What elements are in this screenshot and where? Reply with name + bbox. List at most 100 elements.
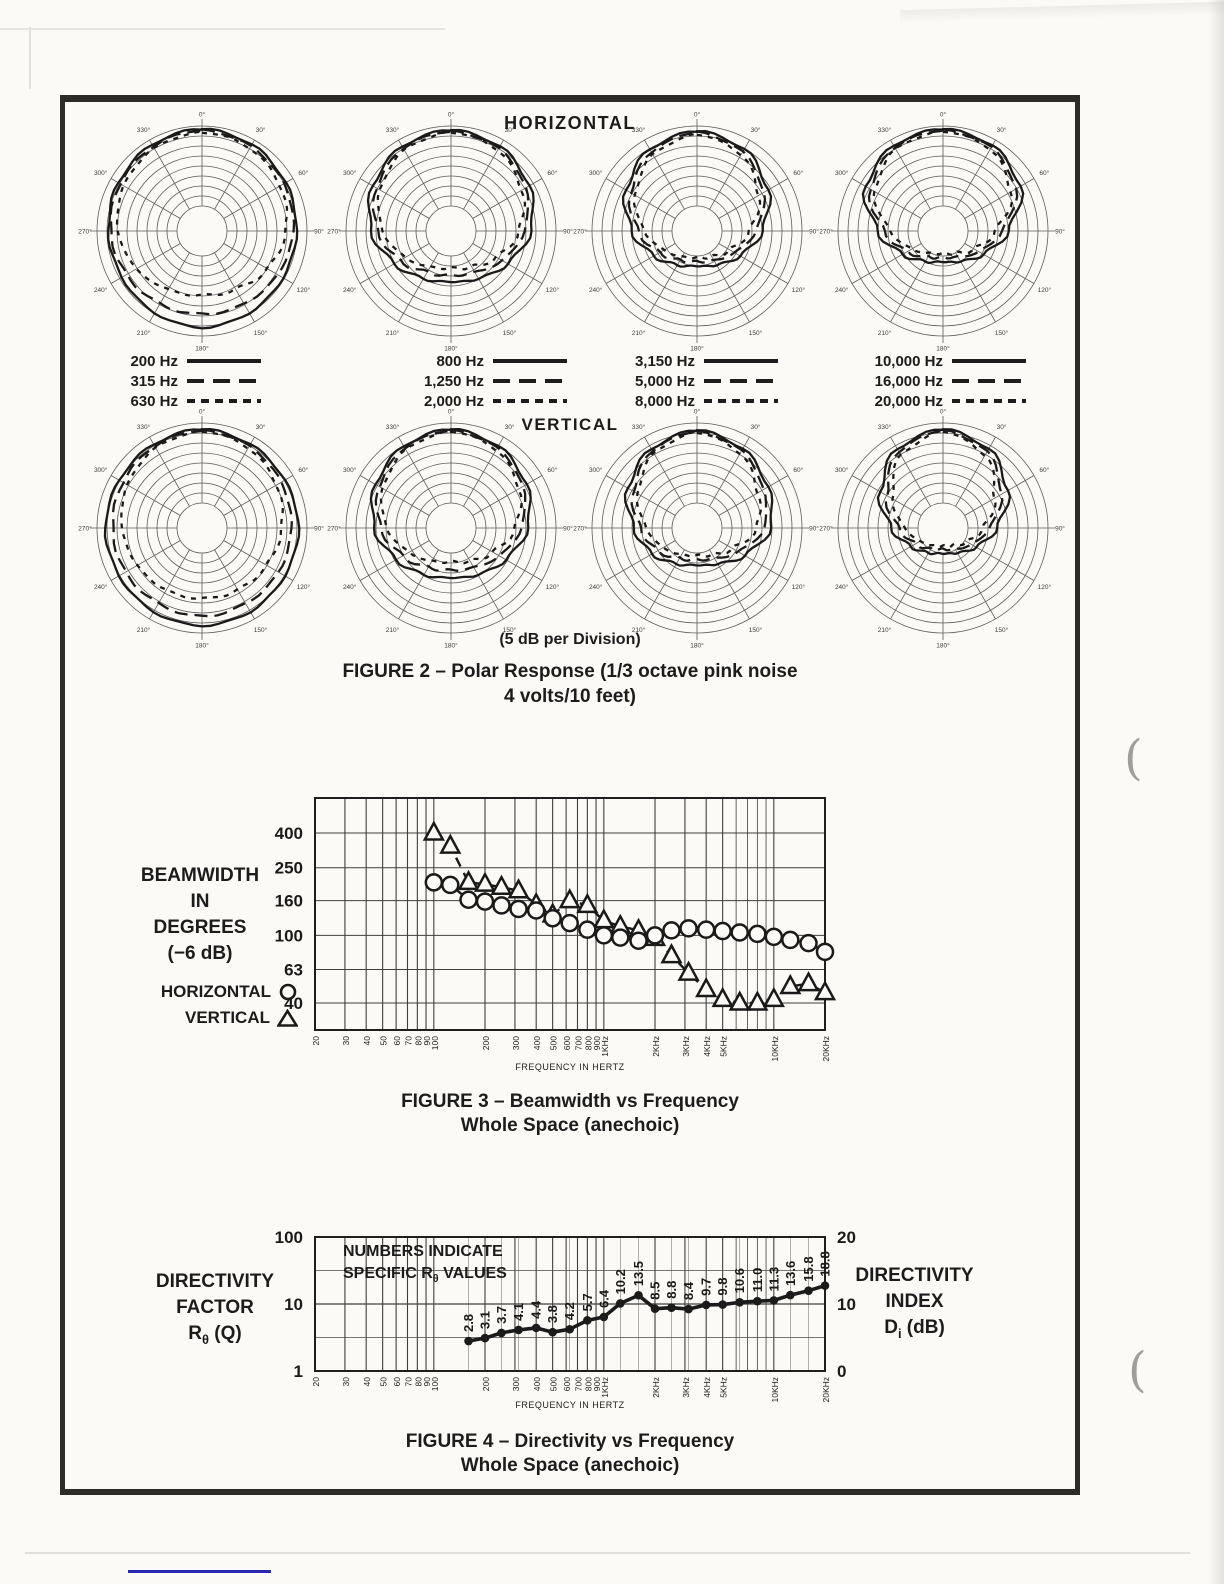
polar-plot-horizontal-2: 0° 30° 60° 90° 120° 150° 180° 210° 240° 270° 300° 3…	[326, 106, 576, 356]
figure4-note: NUMBERS INDICATE SPECIFIC Rθ VALUES	[343, 1241, 507, 1290]
polar-angle-label: 120°	[297, 583, 311, 591]
polar-plot-horizontal-3-svg: 0° 30° 60° 90° 120° 150° 180° 210° 240° 270° 300° 3…	[573, 111, 819, 353]
polar-angle-label: 300°	[589, 466, 603, 474]
polar-angle-label: 120°	[1038, 583, 1052, 591]
figure4-rtheta-value-label: 13.6	[783, 1261, 798, 1286]
figure4-rtheta-value-label: 8.5	[648, 1282, 663, 1300]
figure4-xtick-label: 4KHz	[702, 1377, 712, 1398]
figure3-xtick-label: 60	[392, 1036, 402, 1046]
polar-response-curve	[861, 127, 1025, 264]
circle-marker	[713, 921, 732, 941]
figure4-rtheta-value-label: 4.4	[529, 1300, 544, 1319]
legend-item: 800 Hz	[392, 351, 567, 371]
polar-plot-vertical-1: 0° 30° 60° 90° 120° 150° 180° 210° 240° 270° 300° 3…	[77, 403, 327, 653]
theta-subscript: θ	[202, 1331, 209, 1347]
figure4-xtick-label: 600	[562, 1377, 572, 1391]
figure2-caption-line1: FIGURE 2 – Polar Response (1/3 octave pi…	[342, 661, 798, 682]
figure4-left-axis-label: DIRECTIVITY FACTOR Rθ (Q)	[110, 1269, 320, 1353]
triangle-marker	[762, 986, 785, 1008]
circle-marker	[748, 924, 767, 944]
polar-angle-label: 90°	[314, 228, 324, 236]
legend-item: 8,000 Hz	[600, 391, 778, 411]
polar-angle-label: 330°	[386, 423, 400, 431]
polar-angle-label: 330°	[878, 126, 892, 134]
polar-angle-label: 150°	[749, 329, 763, 337]
figure3-xtick-label: 20KHz	[821, 1036, 831, 1062]
legend-item: 2,000 Hz	[392, 391, 567, 411]
circle-marker	[611, 928, 630, 947]
figure3-xtick-label: 900	[592, 1036, 602, 1050]
polar-angle-label: 30°	[751, 423, 761, 431]
polar-angle-label: 120°	[792, 583, 806, 591]
figure3-legend-horizontal: HORIZONTAL	[60, 979, 298, 1005]
triangle-marker	[541, 902, 564, 923]
figure4-rtheta-value-label: 4.2	[562, 1302, 577, 1320]
figure3-xtick-label: 800	[583, 1036, 593, 1050]
page-curl-mark-lower: (	[1128, 1342, 1147, 1398]
polar-response-curve	[371, 129, 530, 278]
circle-marker	[764, 927, 784, 947]
triangle-marker	[711, 986, 734, 1008]
figure3-xtick-label: 400	[532, 1036, 542, 1050]
legend-line-solid-icon	[952, 359, 1026, 363]
polar-grid: 0° 30° 60° 90° 120° 150° 180° 210° 240° 270° 300° 3…	[573, 111, 819, 353]
figure2-caption-line2: 4 volts/10 feet)	[504, 686, 636, 707]
dot-marker	[464, 1336, 473, 1346]
polar-angle-label: 180°	[195, 642, 209, 650]
dot-marker	[514, 1325, 523, 1335]
polar-response-curve	[623, 429, 774, 567]
figure3-xtick-label: 2KHz	[651, 1036, 661, 1057]
legend-frequency-label: 8,000 Hz	[634, 392, 695, 410]
polar-response-curve	[115, 130, 289, 297]
polar-plot-vertical-4-svg: 0° 30° 60° 90° 120° 150° 180° 210° 240° 270° 300° 3…	[819, 408, 1065, 650]
polar-plot-horizontal-4-svg: 0° 30° 60° 90° 120° 150° 180° 210° 240° 270° 300° 3…	[819, 111, 1065, 353]
dot-marker	[615, 1299, 625, 1308]
figure4-right-label-line2: INDEX	[885, 1291, 944, 1312]
triangle-marker	[813, 980, 837, 1001]
figure4-xtick-label: 60	[392, 1377, 402, 1387]
figure3-xaxis-title: FREQUENCY IN HERTZ	[515, 1062, 625, 1072]
polar-plot-vertical-3-svg: 0° 30° 60° 90° 120° 150° 180° 210° 240° 270° 300° 3…	[573, 408, 819, 650]
dot-marker	[531, 1323, 541, 1333]
polar-angle-label: 90°	[563, 228, 573, 236]
polar-angle-label: 30°	[997, 423, 1007, 431]
polar-angle-label: 210°	[632, 329, 646, 337]
figure4-xtick-label: 90	[422, 1377, 432, 1387]
figure4-xtick-label: 900	[592, 1377, 602, 1391]
polar-angle-label: 210°	[386, 329, 400, 337]
figure3-xtick-label: 4KHz	[702, 1036, 712, 1057]
polar-angle-label: 0°	[694, 111, 701, 119]
circle-marker	[578, 920, 597, 939]
figure3-yaxis-label-line2: IN	[190, 891, 210, 912]
legend-item: 20,000 Hz	[838, 391, 1026, 411]
figure4-xtick-label: 20	[311, 1377, 321, 1387]
triangle-marker	[627, 917, 650, 939]
figure4-xtick-label: 1KHz	[600, 1377, 610, 1398]
dot-marker	[497, 1328, 506, 1338]
figure4-xtick-label: 100	[430, 1377, 440, 1391]
polar-angle-label: 270°	[819, 228, 833, 236]
triangle-marker	[609, 913, 632, 935]
figure4-rtheta-value-label: 10.2	[613, 1269, 628, 1294]
triangle-marker	[677, 960, 700, 981]
dot-marker	[667, 1303, 676, 1313]
triangle-marker	[490, 874, 513, 895]
triangle-marker	[746, 990, 769, 1011]
polar-angle-label: 150°	[995, 329, 1009, 337]
circle-marker	[594, 926, 614, 945]
legend-line-short-icon	[493, 399, 567, 403]
figure3-xtick-label: 70	[403, 1036, 413, 1046]
polar-response-curve	[366, 128, 535, 284]
figure4-xtick-label: 500	[549, 1377, 559, 1391]
polar-angle-label: 180°	[690, 345, 704, 353]
polar-angle-label: 210°	[878, 626, 892, 634]
circle-marker	[441, 875, 460, 895]
figure4-left-tick-label: 1	[294, 1362, 303, 1381]
figure3-xtick-label: 30	[341, 1036, 351, 1046]
polar-angle-label: 330°	[632, 423, 646, 431]
polar-response-curve	[872, 129, 1014, 256]
figure4-caption-line1: FIGURE 4 – Directivity vs Frequency	[405, 1431, 735, 1452]
figure3-xtick-label: 20	[311, 1036, 321, 1046]
polar-angle-label: 240°	[835, 583, 849, 591]
